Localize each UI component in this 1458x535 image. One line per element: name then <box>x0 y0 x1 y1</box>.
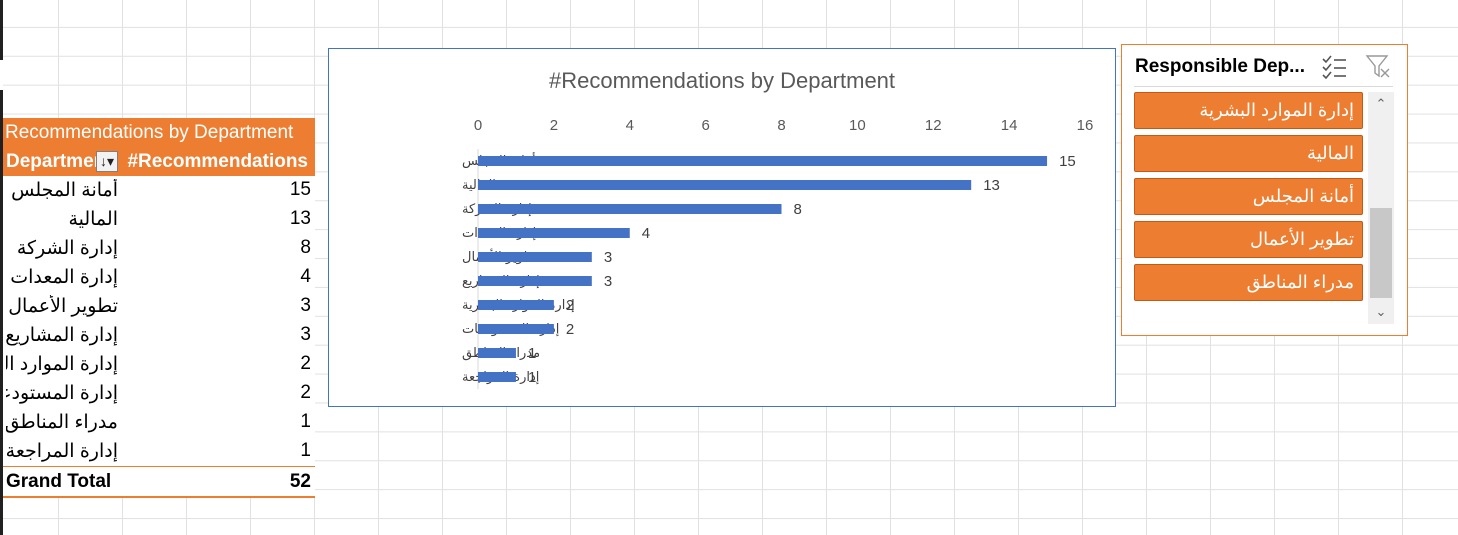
x-tick-label: 12 <box>925 117 942 134</box>
bar <box>478 324 554 334</box>
pivot-row-department: تطوير الأعمال <box>8 296 118 317</box>
pivot-row-department: إدارة الشركة <box>16 238 118 259</box>
data-label: 8 <box>794 201 802 218</box>
data-label: 4 <box>642 225 650 242</box>
data-label: 1 <box>528 345 536 362</box>
pivot-row[interactable]: إدارة المراجعة 1 <box>3 437 315 466</box>
bar <box>478 228 630 238</box>
slicer-scrollbar[interactable]: ⌃ ⌄ <box>1368 92 1394 324</box>
pivot-row-department: إدارة المعدات <box>10 267 118 288</box>
pivot-row[interactable]: تطوير الأعمال 3 <box>3 292 315 321</box>
grand-total-value: 52 <box>289 471 311 492</box>
pivot-row-count: 3 <box>300 324 311 345</box>
pivot-row-count: 2 <box>300 353 311 374</box>
x-tick-label: 14 <box>1001 117 1018 134</box>
frozen-pane-edge <box>0 0 3 535</box>
scrollbar-thumb[interactable] <box>1370 208 1392 298</box>
pivot-table: Recommendations by Department Department… <box>3 118 315 498</box>
department-slicer[interactable]: Responsible Dep... إدارة الموارد البشرية… <box>1121 44 1408 336</box>
slicer-item[interactable]: المالية <box>1134 135 1363 172</box>
pivot-grand-total-row: Grand Total 52 <box>3 466 315 498</box>
pivot-row[interactable]: المالية 13 <box>3 205 315 234</box>
slicer-item[interactable]: أمانة المجلس <box>1134 178 1363 215</box>
slicer-item[interactable]: إدارة الموارد البشرية <box>1134 92 1363 129</box>
pivot-rows: أمانة المجلس 15 المالية 13 إدارة الشركة 8 إدار… <box>3 176 315 466</box>
data-label: 3 <box>604 273 612 290</box>
pivot-row-count: 15 <box>289 179 311 200</box>
pivot-row[interactable]: أمانة المجلس 15 <box>3 176 315 205</box>
x-tick-label: 0 <box>474 117 482 134</box>
x-tick-label: 6 <box>701 117 709 134</box>
chart-title: #Recommendations by Department <box>548 68 896 93</box>
pivot-row[interactable]: إدارة المشاريع 3 <box>3 321 315 350</box>
pivot-row-department: إدارة الموارد البشرية <box>6 354 118 375</box>
bar <box>478 156 1048 166</box>
multiselect-icon[interactable] <box>1320 53 1348 79</box>
pivot-header-row: Department ↓▾ #Recommendations <box>3 147 315 176</box>
pivot-chart[interactable]: #Recommendations by Department 0 2 4 6 8 10 12… <box>328 48 1116 407</box>
bar <box>478 348 516 358</box>
pivot-row-count: 2 <box>300 382 311 403</box>
data-label: 13 <box>983 177 1000 194</box>
pivot-row-department: إدارة المراجعة <box>6 441 118 462</box>
data-label: 2 <box>566 297 574 314</box>
pivot-row-department: مدراء المناطق <box>6 412 118 433</box>
pivot-row-count: 4 <box>300 266 311 287</box>
bar <box>478 180 972 190</box>
scroll-down-icon[interactable]: ⌄ <box>1375 304 1387 319</box>
slicer-title: Responsible Dep... <box>1135 56 1305 77</box>
data-label: 2 <box>566 321 574 338</box>
slicer-separator <box>1134 86 1393 87</box>
pivot-row-department: المالية <box>68 209 118 230</box>
pivot-header-count[interactable]: #Recommendations <box>127 151 308 172</box>
pivot-row[interactable]: مدراء المناطق 1 <box>3 408 315 437</box>
pivot-row-count: 1 <box>300 411 311 432</box>
chart-plot: 0246810121416أمانة المجلس15المالية13إدار… <box>462 117 1094 389</box>
scroll-up-icon[interactable]: ⌃ <box>1375 96 1387 111</box>
pivot-header-department[interactable]: Department <box>6 151 96 172</box>
pivot-row-count: 8 <box>300 237 311 258</box>
bar <box>478 204 782 214</box>
pivot-row[interactable]: إدارة المعدات 4 <box>3 263 315 292</box>
pivot-row-count: 3 <box>300 295 311 316</box>
x-tick-label: 10 <box>849 117 866 134</box>
x-tick-label: 4 <box>626 117 634 134</box>
slicer-item[interactable]: تطوير الأعمال <box>1134 221 1363 258</box>
pivot-row-department: إدارة المستودعات <box>6 383 118 404</box>
data-label: 3 <box>604 249 612 266</box>
pivot-row[interactable]: إدارة الشركة 8 <box>3 234 315 263</box>
sort-dropdown-icon[interactable]: ↓▾ <box>96 151 118 172</box>
pivot-row-department: أمانة المجلس <box>11 180 118 201</box>
pivot-title: Recommendations by Department <box>3 118 315 147</box>
pivot-row[interactable]: إدارة المستودعات 2 <box>3 379 315 408</box>
data-label: 15 <box>1059 153 1076 170</box>
x-tick-label: 2 <box>550 117 558 134</box>
data-label: 1 <box>528 369 536 386</box>
x-tick-label: 16 <box>1077 117 1094 134</box>
bar <box>478 372 516 382</box>
bar <box>478 300 554 310</box>
clear-filter-icon[interactable] <box>1365 53 1393 79</box>
grand-total-label: Grand Total <box>6 471 112 492</box>
slicer-item[interactable]: مدراء المناطق <box>1134 264 1363 301</box>
pivot-row-department: إدارة المشاريع <box>6 325 118 346</box>
pivot-row-count: 1 <box>300 440 311 461</box>
x-tick-label: 8 <box>777 117 785 134</box>
bar <box>478 276 592 286</box>
bar <box>478 252 592 262</box>
pivot-row[interactable]: إدارة الموارد البشرية 2 <box>3 350 315 379</box>
pivot-row-count: 13 <box>289 208 311 229</box>
